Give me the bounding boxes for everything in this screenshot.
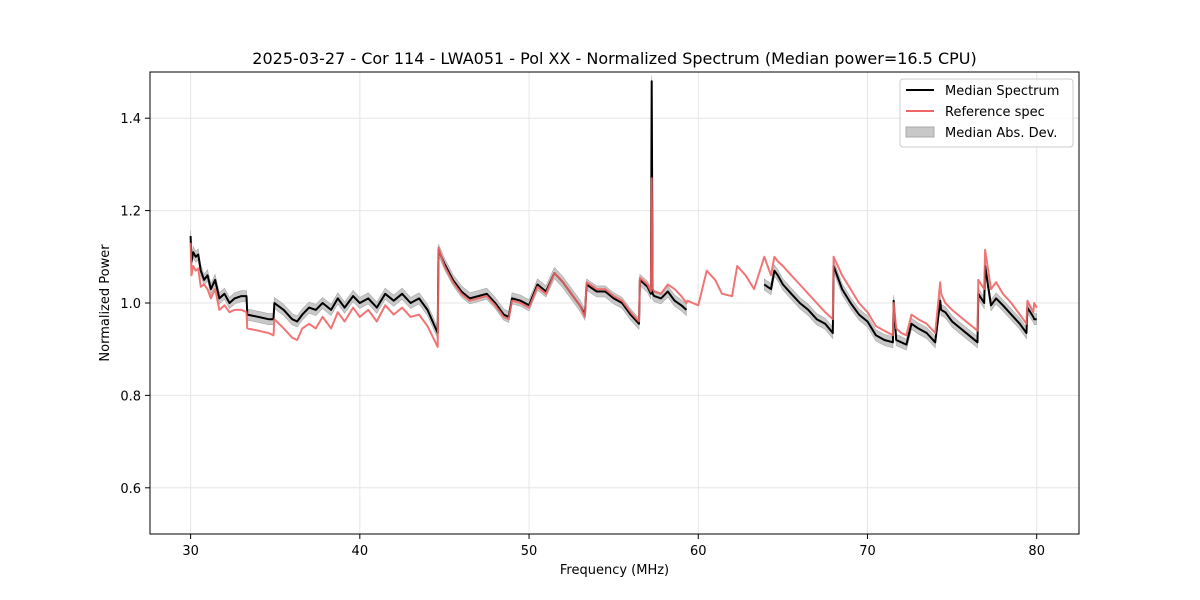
x-tick-label: 70 [859, 544, 876, 559]
legend-reference-label: Reference spec [945, 105, 1045, 120]
x-tick-label: 80 [1028, 544, 1045, 559]
reference-spectrum-line [189, 177, 1038, 348]
median-spectrum-line [189, 80, 688, 334]
x-tick-label: 60 [690, 544, 707, 559]
legend-box [899, 78, 1074, 148]
y-axis-label: Normalized Power [98, 244, 113, 362]
chart-title: 2025-03-27 - Cor 114 - LWA051 - Pol XX -… [252, 49, 976, 68]
ticks: 30 40 50 60 70 80 0.6 0.8 1.0 1.2 1.4 [120, 112, 1045, 559]
x-tick-label: 40 [352, 544, 369, 559]
plot-area [189, 75, 1038, 351]
legend-mad-label: Median Abs. Dev. [945, 126, 1057, 141]
y-tick-label: 0.6 [120, 482, 141, 497]
x-axis-label: Frequency (MHz) [560, 563, 669, 578]
legend-mad-patch [905, 126, 935, 138]
mad-band [190, 75, 687, 339]
x-tick-label: 30 [182, 544, 199, 559]
y-tick-label: 1.0 [120, 297, 141, 312]
median-spectrum-line [763, 265, 1037, 346]
y-tick-label: 1.2 [120, 205, 141, 220]
y-tick-label: 1.4 [120, 112, 141, 127]
legend: Median Spectrum Reference spec Median Ab… [899, 78, 1074, 148]
x-tick-label: 50 [521, 544, 538, 559]
legend-median-label: Median Spectrum [945, 84, 1059, 99]
y-tick-label: 0.8 [120, 389, 141, 404]
